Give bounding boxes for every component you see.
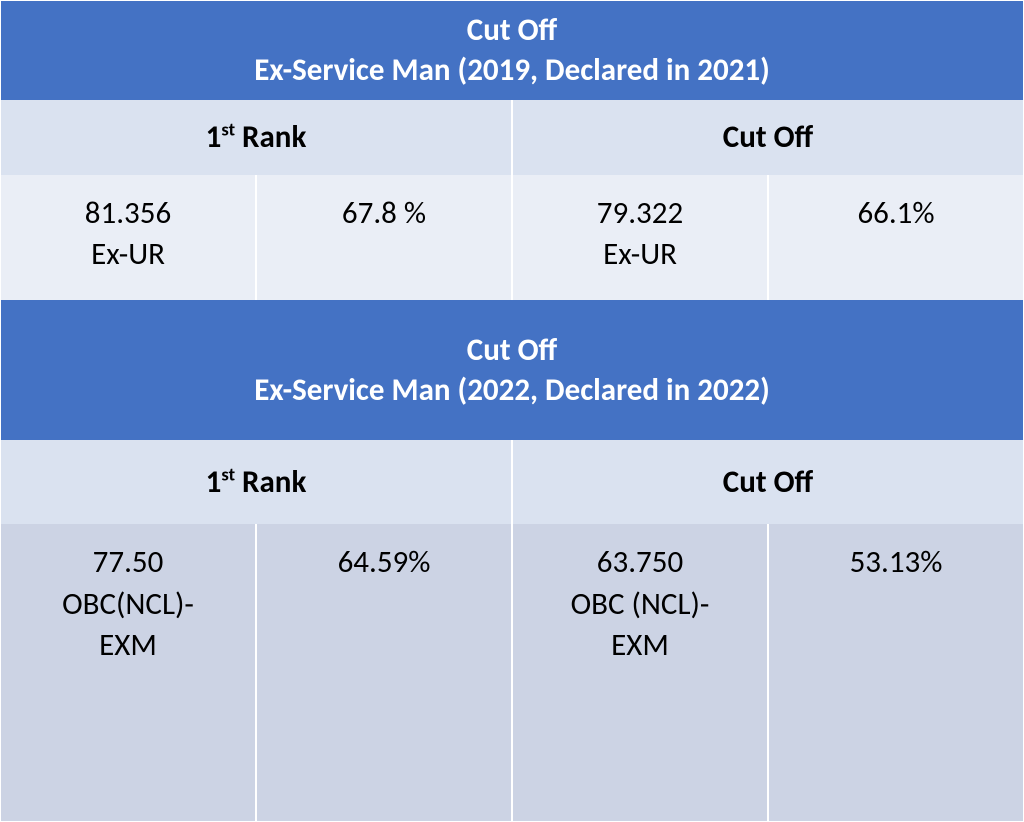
section2-header-row: 1st Rank Cut Off: [1, 440, 1023, 524]
section1-cell2: 67.8 %: [255, 175, 511, 301]
section2-data-row: 77.50 OBC(NCL)- EXM 64.59% 63.750 OBC (N…: [1, 524, 1023, 821]
section1-header-cutoff: Cut Off: [511, 100, 1023, 175]
section1-cell3: 79.322 Ex-UR: [511, 175, 767, 301]
section2-cell4: 53.13%: [767, 524, 1023, 821]
section2-cell2: 64.59%: [255, 524, 511, 821]
section1-cell4: 66.1%: [767, 175, 1023, 301]
section1-title: Cut Off Ex-Service Man (2019, Declared i…: [1, 1, 1023, 100]
section2-title-line2: Ex-Service Man (2022, Declared in 2022): [254, 370, 770, 410]
section1-header-row: 1st Rank Cut Off: [1, 100, 1023, 175]
section2-header-cutoff: Cut Off: [511, 440, 1023, 524]
section2-cell1: 77.50 OBC(NCL)- EXM: [1, 524, 255, 821]
section1-header-rank: 1st Rank: [1, 100, 511, 175]
section2-title-line1: Cut Off: [467, 330, 557, 370]
section1-title-line2: Ex-Service Man (2019, Declared in 2021): [254, 50, 770, 90]
section2-title: Cut Off Ex-Service Man (2022, Declared i…: [1, 300, 1023, 440]
cutoff-table: Cut Off Ex-Service Man (2019, Declared i…: [0, 0, 1024, 822]
section2-header-rank: 1st Rank: [1, 440, 511, 524]
section1-data-row: 81.356 Ex-UR 67.8 % 79.322 Ex-UR 66.1%: [1, 175, 1023, 301]
section1-title-line1: Cut Off: [467, 10, 557, 50]
section1-cell1: 81.356 Ex-UR: [1, 175, 255, 301]
section2-cell3: 63.750 OBC (NCL)- EXM: [511, 524, 767, 821]
